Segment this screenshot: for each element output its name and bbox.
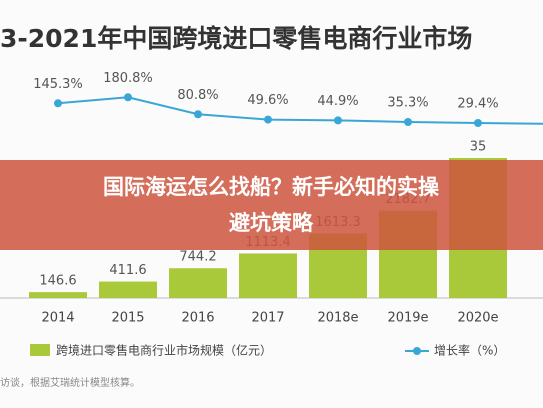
- legend-swatch: [413, 347, 421, 355]
- data-label: 35.3%: [387, 95, 428, 110]
- data-label: 744.2: [179, 250, 216, 265]
- legend-swatch: [30, 344, 50, 356]
- line: [57, 96, 543, 125]
- banner-text: 避坑策略: [229, 211, 314, 235]
- legend-label: 跨境进口零售电商行业市场规模（亿元）: [56, 343, 272, 358]
- x-tick-label: 2019e: [387, 311, 428, 326]
- data-label: 80.8%: [177, 88, 218, 103]
- point: [124, 93, 132, 102]
- point: [474, 119, 482, 128]
- data-label: 411.6: [109, 263, 146, 278]
- point: [54, 99, 62, 108]
- point: [404, 117, 412, 126]
- data-label: 44.9%: [317, 94, 358, 109]
- legend-label: 增长率（%）: [434, 343, 505, 358]
- x-tick-label: 2017: [251, 311, 284, 326]
- source: 访谈，根据艾瑞统计模型核算。: [0, 376, 140, 389]
- x-tick-label: 2020e: [457, 311, 498, 326]
- point: [334, 116, 342, 125]
- x-tick-label: 2015: [111, 311, 144, 326]
- data-label: 180.8%: [103, 71, 153, 86]
- banner: [0, 160, 543, 250]
- point: [264, 115, 272, 124]
- data-label: 35: [470, 140, 487, 155]
- bar: [29, 292, 87, 298]
- point: [194, 110, 202, 119]
- bar: [169, 268, 227, 298]
- bar: [239, 253, 297, 298]
- bar: [99, 281, 157, 298]
- banner-text: 国际海运怎么找船？新手必知的实操: [103, 175, 440, 199]
- x-tick-label: 2016: [181, 311, 214, 326]
- data-label: 146.6: [39, 274, 76, 289]
- data-label: 29.4%: [457, 97, 498, 112]
- x-tick-label: 2018e: [317, 311, 358, 326]
- data-label: 145.3%: [33, 77, 83, 92]
- chart-title: 3-2021年中国跨境进口零售电商行业市场: [0, 24, 472, 53]
- data-label: 49.6%: [247, 93, 288, 108]
- x-tick-label: 2014: [41, 311, 74, 326]
